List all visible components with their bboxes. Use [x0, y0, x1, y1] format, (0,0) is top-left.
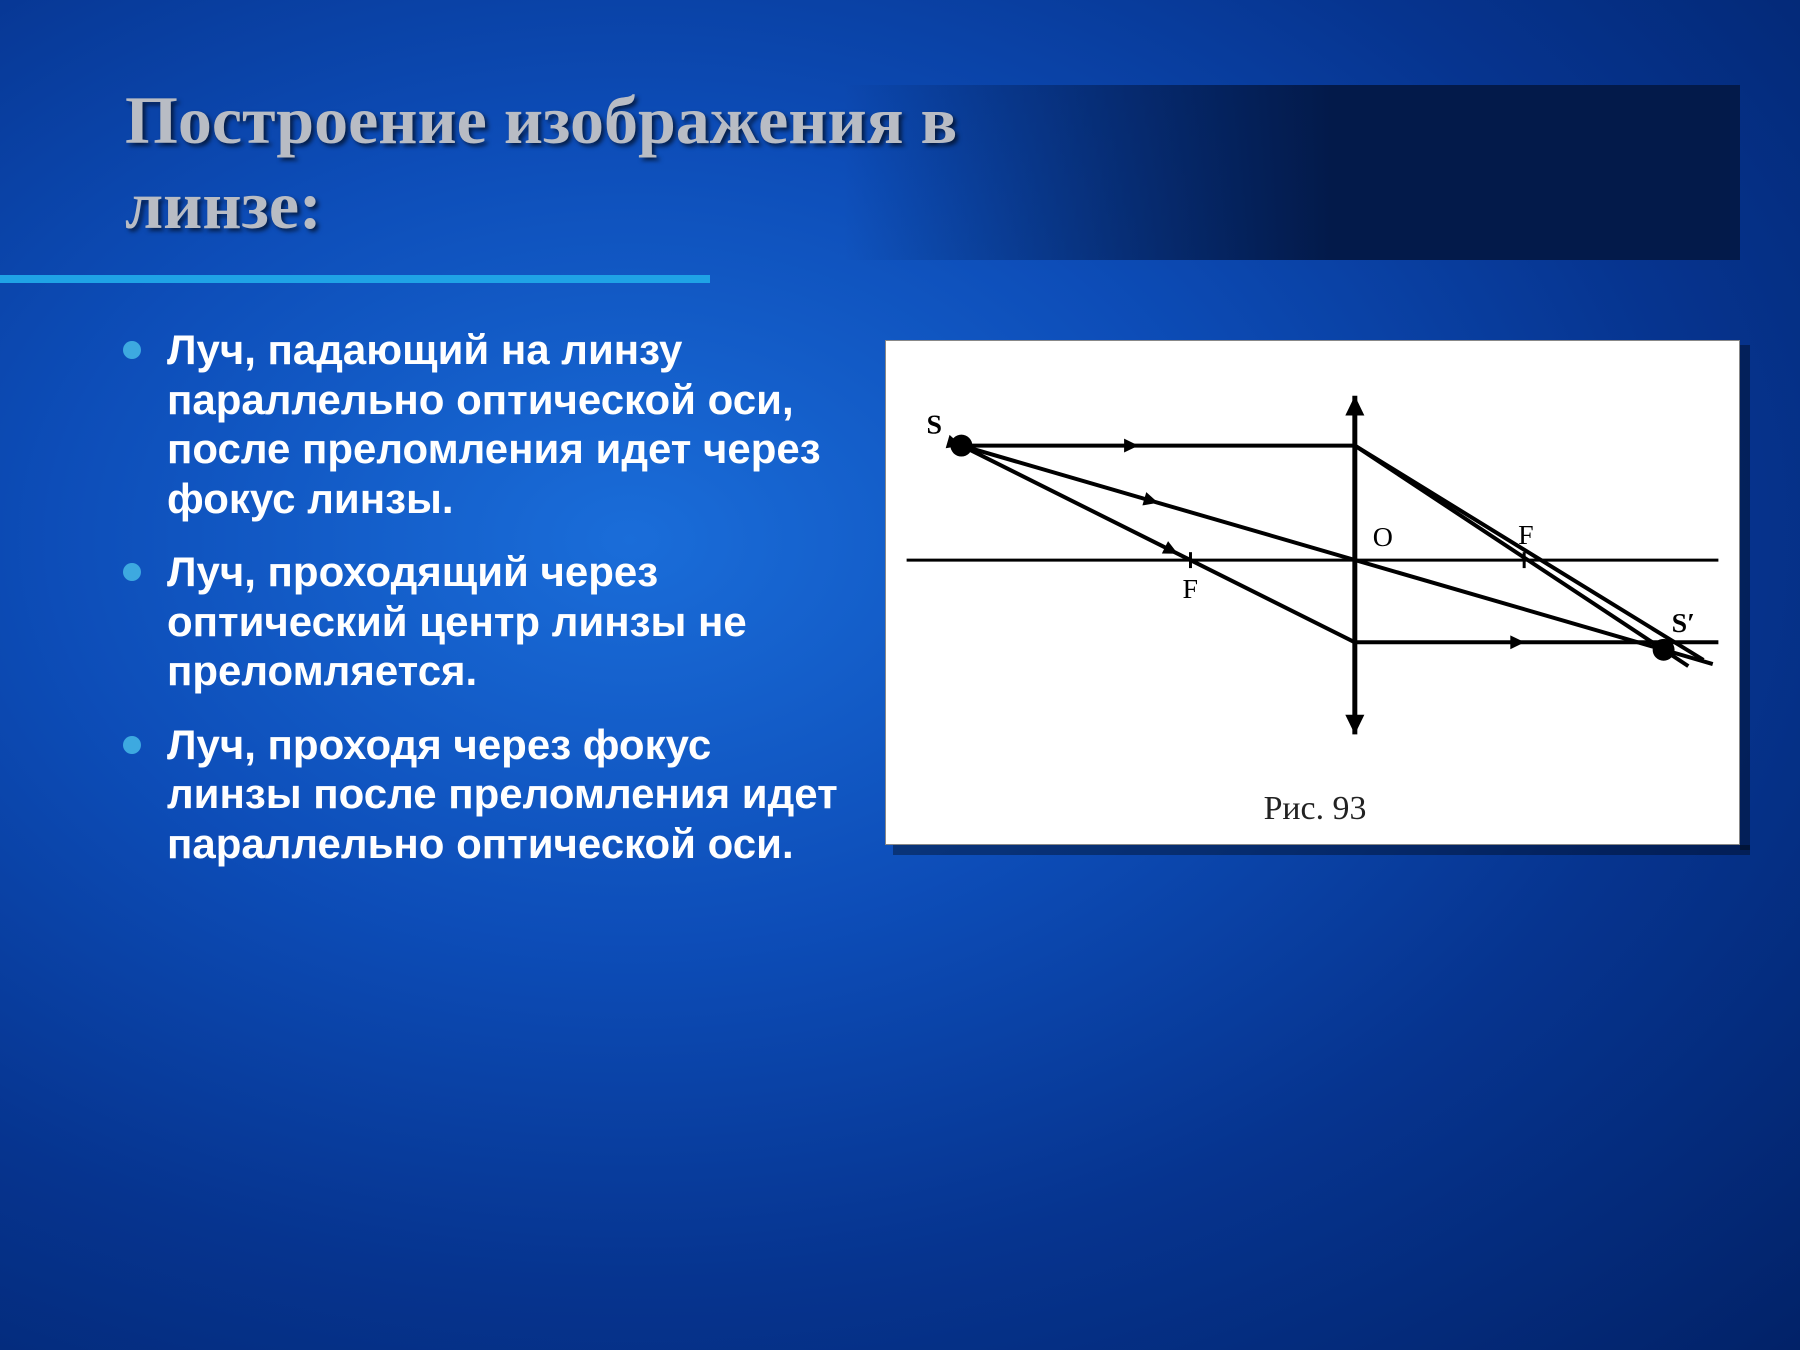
figure-shadow	[893, 845, 1750, 855]
bullet-item: Луч, проходя через фокус линзы после пре…	[115, 720, 855, 869]
slide-title: Построение изображения в линзе:	[125, 78, 957, 248]
bullet-list: Луч, падающий на линзу параллельно оптич…	[115, 325, 855, 892]
title-line-2: линзе:	[125, 167, 322, 243]
lens-diagram: S S′ O F F Рис. 93	[885, 340, 1740, 845]
svg-text:F: F	[1183, 574, 1199, 605]
svg-text:S: S	[927, 410, 943, 441]
title-line-1: Построение изображения в	[125, 82, 957, 158]
svg-text:F: F	[1518, 520, 1534, 551]
svg-text:O: O	[1373, 522, 1393, 553]
lens-diagram-svg: S S′ O F F Рис. 93	[886, 341, 1739, 844]
svg-text:Рис. 93: Рис. 93	[1264, 790, 1367, 827]
bullet-item: Луч, проходящий через оптический центр л…	[115, 547, 855, 696]
title-underline	[0, 275, 710, 283]
bullet-item: Луч, падающий на линзу параллельно оптич…	[115, 325, 855, 523]
svg-text:S′: S′	[1672, 608, 1695, 639]
figure-shadow	[1740, 345, 1750, 850]
